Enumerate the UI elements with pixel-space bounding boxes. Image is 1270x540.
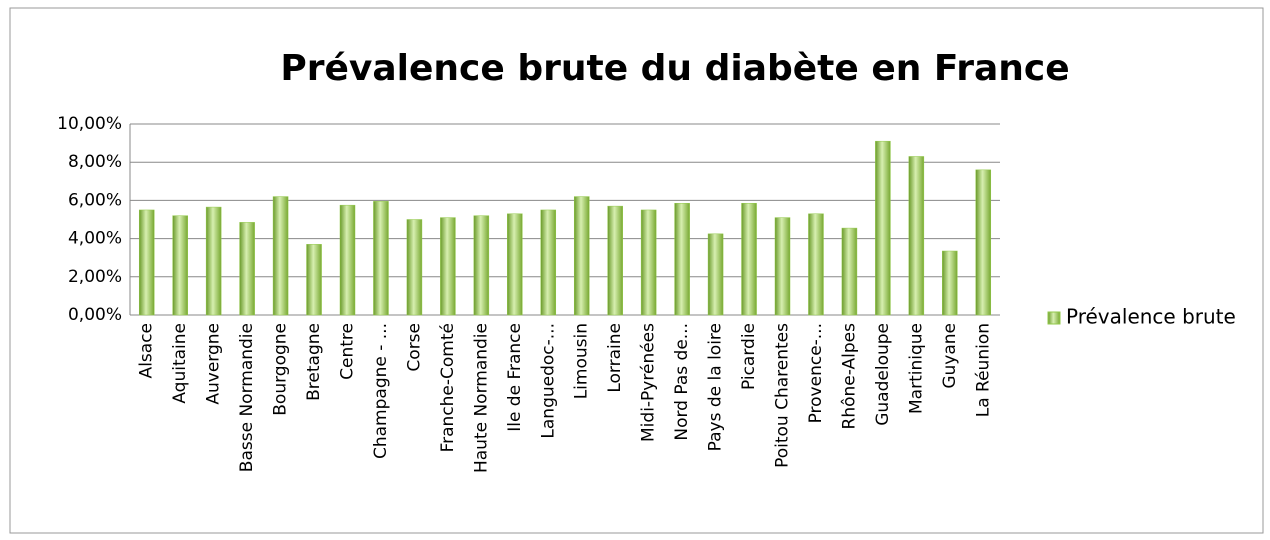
x-tick-label: Provence-...	[806, 323, 826, 423]
x-tick-label: Champagne - ...	[371, 323, 391, 459]
bar	[440, 217, 456, 316]
bar	[908, 156, 925, 316]
x-tick-label: Nord Pas de...	[672, 323, 692, 441]
bar	[172, 215, 188, 316]
bar	[841, 227, 858, 316]
bar	[808, 213, 824, 316]
bar	[205, 206, 222, 316]
bar	[138, 209, 155, 316]
bar	[607, 205, 623, 316]
y-tick-label: 2,00%	[68, 267, 122, 287]
bar	[239, 222, 255, 316]
x-tick-label: Midi-Pyrénées	[639, 323, 659, 442]
bar	[373, 201, 389, 316]
x-tick-label: Auvergne	[204, 323, 224, 405]
x-tick-label: Languedoc-...	[538, 323, 558, 439]
y-tick-label: 0,00%	[68, 305, 122, 325]
legend-swatch	[1047, 311, 1061, 325]
y-tick-label: 8,00%	[68, 152, 122, 172]
y-tick-label: 10,00%	[57, 114, 122, 134]
bar	[406, 219, 423, 316]
bar	[707, 233, 724, 316]
x-tick-label: Rhône-Alpes	[839, 323, 859, 430]
bar	[339, 204, 356, 316]
bar	[942, 250, 958, 316]
x-tick-label: Bourgogne	[271, 323, 291, 416]
bar	[875, 140, 891, 316]
y-tick-label: 4,00%	[68, 229, 122, 249]
bar	[573, 196, 590, 316]
bar	[640, 209, 657, 316]
y-tick-label: 6,00%	[68, 190, 122, 210]
x-tick-label: Pays de la loire	[706, 323, 726, 451]
x-tick-label: Guadeloupe	[873, 323, 893, 426]
bar	[774, 217, 791, 316]
legend-label: Prévalence brute	[1066, 305, 1236, 329]
x-tick-label: Bretagne	[304, 323, 324, 401]
x-tick-label: Picardie	[739, 323, 759, 390]
x-tick-label: Corse	[404, 323, 424, 372]
x-tick-label: Poitou Charentes	[773, 323, 793, 468]
x-tick-label: Lorraine	[605, 323, 625, 393]
bar	[507, 213, 523, 316]
x-tick-label: Martinique	[906, 323, 926, 414]
bar	[674, 203, 690, 316]
x-tick-label: La Réunion	[973, 323, 993, 417]
bar	[473, 215, 490, 316]
x-tick-label: Limousin	[572, 323, 592, 399]
x-tick-label: Basse Normandie	[237, 323, 257, 472]
x-tick-label: Guyane	[940, 323, 960, 389]
x-tick-label: Alsace	[137, 323, 157, 378]
bar	[306, 244, 322, 316]
x-tick-label: Centre	[338, 323, 358, 380]
bar	[975, 169, 992, 316]
x-tick-label: Franche-Comté	[438, 323, 458, 452]
bar	[741, 203, 757, 316]
x-tick-label: Ile de France	[505, 323, 525, 432]
bar	[540, 209, 557, 316]
x-tick-label: Haute Normandie	[471, 323, 491, 473]
bar	[272, 196, 289, 316]
chart-title: Prévalence brute du diabète en France	[280, 48, 1069, 89]
x-tick-label: Aquitaine	[170, 323, 190, 404]
